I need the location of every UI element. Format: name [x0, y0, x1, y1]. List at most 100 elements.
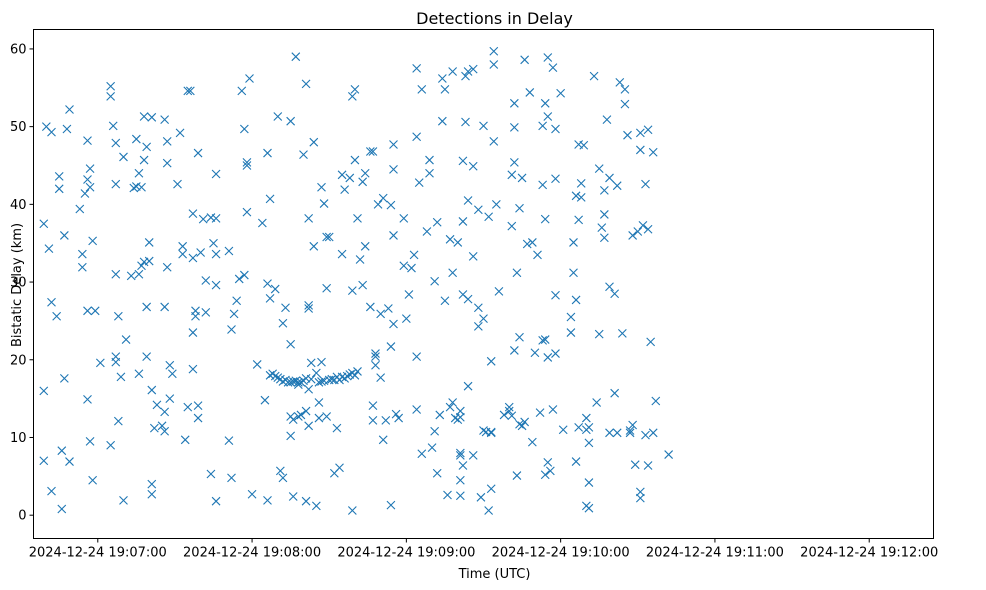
data-point [44, 244, 54, 254]
data-point [371, 352, 380, 362]
data-point [257, 218, 267, 228]
data-point [106, 440, 116, 450]
data-point [620, 99, 630, 109]
data-point [224, 436, 234, 445]
data-point [345, 173, 355, 183]
data-point [533, 250, 542, 260]
data-point [147, 385, 157, 395]
data-point [160, 426, 170, 436]
data-point [373, 199, 383, 209]
data-point [551, 124, 560, 134]
data-point [605, 173, 614, 183]
data-point [304, 304, 314, 313]
data-point [458, 461, 468, 470]
data-point [368, 415, 378, 425]
data-point [113, 416, 123, 426]
data-point [507, 221, 517, 231]
data-point [149, 423, 159, 433]
data-point [543, 112, 553, 121]
data-point [399, 261, 409, 271]
data-point [612, 181, 622, 191]
data-point [180, 435, 190, 445]
data-point [556, 88, 566, 98]
data-point [144, 256, 154, 266]
data-point [324, 232, 334, 242]
data-point [427, 443, 437, 452]
data-point [455, 406, 465, 416]
data-point [633, 227, 643, 236]
data-point [309, 241, 319, 251]
data-point [628, 420, 638, 430]
data-point [425, 168, 434, 178]
data-point [147, 112, 157, 122]
data-point [306, 358, 316, 368]
y-tick-label: 20 [10, 353, 27, 368]
data-point [211, 169, 221, 179]
data-point [265, 194, 275, 204]
data-point [386, 500, 396, 510]
data-point [237, 86, 247, 96]
data-point [165, 360, 175, 370]
data-point [584, 478, 594, 487]
data-point [461, 71, 470, 81]
data-point [360, 168, 370, 178]
data-point [263, 279, 272, 288]
data-point [224, 246, 234, 256]
data-point [617, 328, 627, 338]
data-point [412, 132, 422, 142]
data-point [347, 286, 357, 295]
data-point [635, 493, 645, 503]
y-tick-label: 40 [10, 198, 27, 213]
data-point [183, 402, 193, 412]
data-point [273, 373, 283, 383]
data-point [332, 423, 342, 433]
data-point [52, 311, 62, 321]
data-point [569, 268, 578, 278]
data-point [486, 427, 496, 437]
data-point [455, 450, 465, 460]
data-point [134, 369, 144, 379]
data-point [365, 302, 375, 312]
data-point [198, 214, 208, 224]
data-point [306, 374, 316, 384]
data-point [317, 377, 326, 386]
data-point [512, 268, 522, 278]
data-point [548, 63, 558, 72]
data-point [468, 252, 478, 261]
data-point [317, 357, 326, 367]
data-point [484, 506, 494, 515]
data-point [581, 413, 591, 423]
data-point [491, 199, 501, 209]
data-point [185, 86, 195, 96]
data-point [571, 457, 581, 466]
data-point [437, 116, 447, 126]
data-point [641, 179, 650, 189]
plot-area [39, 46, 674, 515]
y-tick-label: 10 [10, 431, 27, 446]
data-point [646, 337, 656, 347]
data-point [448, 67, 458, 76]
y-tick-label: 30 [10, 276, 27, 291]
data-point [83, 395, 92, 404]
data-point [88, 475, 98, 485]
data-point [527, 238, 537, 247]
data-point [489, 46, 499, 56]
data-point [301, 406, 311, 416]
data-point [558, 425, 568, 435]
data-point [90, 306, 100, 316]
data-point [574, 422, 584, 432]
data-point [417, 449, 427, 459]
data-point [301, 496, 311, 506]
data-point [137, 182, 146, 192]
data-point [551, 174, 560, 184]
data-point [509, 346, 519, 355]
data-point [540, 335, 550, 344]
data-point [160, 407, 170, 417]
data-point [62, 124, 72, 134]
x-tick-label: 2024-12-24 19:08:00 [183, 546, 321, 561]
data-point [571, 191, 581, 201]
data-point [599, 185, 609, 195]
data-point [584, 503, 594, 513]
data-point [571, 295, 581, 305]
data-point [281, 303, 290, 313]
